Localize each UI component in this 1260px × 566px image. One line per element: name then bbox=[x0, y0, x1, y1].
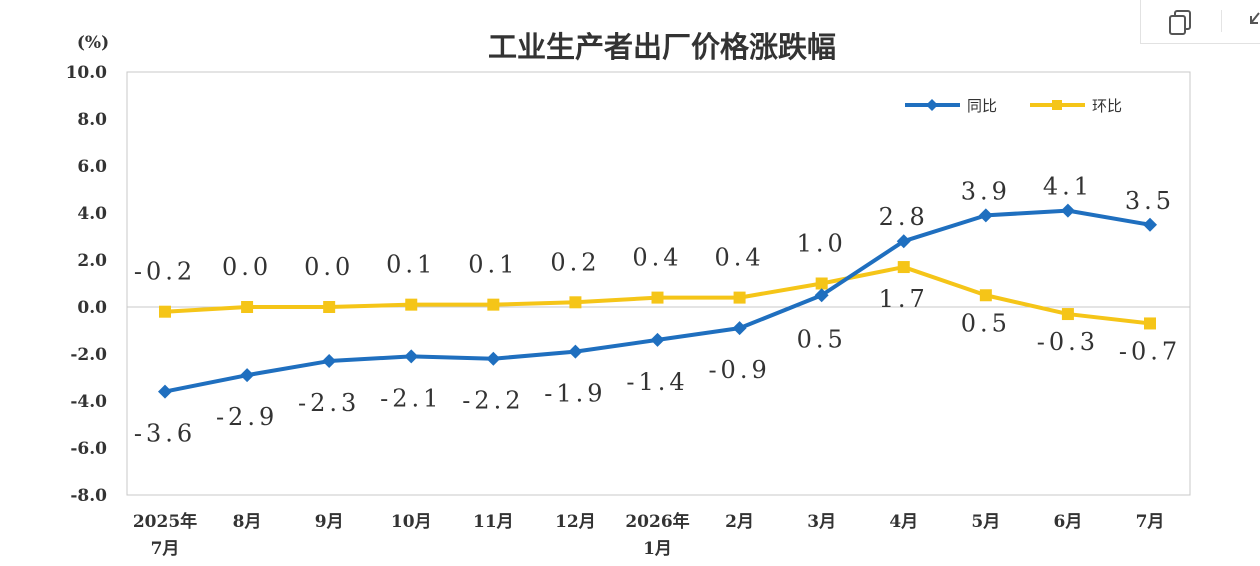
data-label-yoy: -1.9 bbox=[544, 380, 606, 408]
data-label-yoy: -1.4 bbox=[626, 368, 688, 396]
data-label-mom: -0.3 bbox=[1037, 328, 1099, 356]
y-tick-label: -4.0 bbox=[70, 392, 107, 412]
data-label-mom: 0.0 bbox=[304, 253, 354, 281]
data-point bbox=[1060, 203, 1075, 218]
data-label-mom: 0.5 bbox=[961, 309, 1011, 337]
data-point bbox=[896, 234, 911, 249]
x-tick-label: 3月 bbox=[807, 512, 836, 532]
data-label-yoy: -2.3 bbox=[298, 389, 360, 417]
y-tick-label: 0.0 bbox=[77, 298, 107, 318]
y-tick-label: 2.0 bbox=[77, 251, 107, 271]
data-label-yoy: 3.5 bbox=[1125, 187, 1175, 215]
chart-title: 工业生产者出厂价格涨跌幅 bbox=[488, 30, 836, 64]
x-tick-label: 8月 bbox=[233, 512, 262, 532]
data-label-yoy: -2.1 bbox=[380, 384, 442, 412]
data-point bbox=[1061, 308, 1074, 321]
y-tick-label: 4.0 bbox=[77, 204, 107, 224]
data-point bbox=[159, 305, 171, 318]
y-axis-ticks: 10.0 8.0 6.0 4.0 2.0 0.0 -2.0 -4.0 -6.0 -8.0 bbox=[66, 63, 108, 506]
y-tick-label: -6.0 bbox=[70, 439, 107, 459]
data-point bbox=[897, 261, 910, 274]
y-tick-label: 8.0 bbox=[77, 110, 107, 130]
data-label-yoy: 2.8 bbox=[879, 203, 929, 231]
data-label-yoy: 3.9 bbox=[961, 177, 1011, 205]
legend-marker bbox=[1052, 100, 1062, 110]
x-tick-label: 2026年 bbox=[625, 511, 689, 532]
y-tick-label: -8.0 bbox=[70, 486, 107, 506]
x-tick-label: 4月 bbox=[889, 512, 918, 532]
x-tick-label: 10月 bbox=[391, 512, 432, 532]
x-tick-label: 2月 bbox=[725, 512, 754, 532]
data-label-mom: 0.1 bbox=[386, 251, 436, 279]
data-label-mom: 1.0 bbox=[797, 230, 847, 258]
data-label-mom: -0.7 bbox=[1119, 337, 1181, 365]
legend: 同比 环比 bbox=[905, 97, 1122, 115]
data-point bbox=[733, 291, 746, 304]
data-point bbox=[979, 289, 992, 302]
x-tick-label: 12月 bbox=[555, 512, 596, 532]
data-point bbox=[1143, 217, 1157, 232]
data-label-mom: -0.2 bbox=[134, 258, 196, 286]
data-point bbox=[323, 301, 336, 313]
data-label-mom: 0.2 bbox=[550, 248, 600, 276]
data-point bbox=[815, 277, 828, 290]
data-label-mom: 0.1 bbox=[468, 251, 518, 279]
collapse-icon[interactable] bbox=[1247, 9, 1260, 37]
data-point bbox=[158, 384, 172, 399]
data-point bbox=[569, 296, 582, 309]
x-tick-label: 1月 bbox=[643, 539, 672, 559]
data-point bbox=[322, 354, 337, 369]
data-label-yoy: 0.5 bbox=[797, 325, 847, 353]
x-tick-label: 9月 bbox=[315, 512, 344, 532]
data-point bbox=[240, 368, 255, 383]
x-tick-label: 11月 bbox=[473, 512, 514, 532]
y-tick-label: 10.0 bbox=[66, 63, 108, 83]
data-point bbox=[487, 298, 500, 311]
legend-label: 环比 bbox=[1092, 97, 1122, 115]
data-label-mom: 0.4 bbox=[714, 244, 764, 272]
y-axis-unit-label: (%) bbox=[77, 33, 109, 53]
toolbar-divider bbox=[1221, 10, 1222, 32]
data-point bbox=[650, 332, 665, 347]
data-label-yoy: 4.1 bbox=[1043, 173, 1093, 201]
data-label-mom: 0.0 bbox=[222, 253, 272, 281]
data-label-yoy: -3.6 bbox=[134, 420, 196, 448]
x-tick-label: 5月 bbox=[971, 512, 1000, 532]
data-label-mom: 0.4 bbox=[632, 244, 682, 272]
data-point bbox=[978, 208, 993, 223]
data-label-yoy: -2.2 bbox=[462, 387, 524, 415]
y-tick-label: -2.0 bbox=[70, 345, 107, 365]
data-point bbox=[241, 301, 254, 313]
data-point bbox=[404, 349, 419, 364]
data-point bbox=[486, 351, 501, 366]
x-tick-label: 7月 bbox=[1136, 512, 1165, 532]
data-label-yoy: -2.9 bbox=[216, 403, 278, 431]
plot-area-frame bbox=[126, 71, 1191, 496]
data-point bbox=[568, 344, 583, 359]
y-tick-label: 6.0 bbox=[77, 157, 107, 177]
data-label-yoy: -0.9 bbox=[708, 356, 770, 384]
data-point bbox=[651, 291, 664, 304]
legend-marker bbox=[926, 99, 938, 111]
data-point bbox=[732, 321, 747, 336]
x-tick-label: 2025年 bbox=[133, 511, 197, 532]
data-point bbox=[1144, 317, 1156, 330]
data-point bbox=[405, 298, 418, 311]
series-layer: -3.6 -2.9 -2.3 -2.1 -2.2 -1.9 -1.4 -0.9 0.5 2.8 3.… bbox=[134, 173, 1181, 448]
x-axis-ticks: 2025年 7月 8月 9月 10月 11月 12月 2026年 1月 2月 3月 4月 5月 6月 7月 bbox=[133, 511, 1165, 559]
data-point bbox=[814, 288, 829, 303]
corner-toolbar bbox=[1140, 0, 1260, 44]
data-label-mom: 1.7 bbox=[879, 285, 929, 313]
x-tick-label: 7月 bbox=[151, 539, 180, 559]
legend-label: 同比 bbox=[967, 97, 997, 115]
copy-icon[interactable] bbox=[1167, 8, 1195, 42]
x-tick-label: 6月 bbox=[1053, 512, 1082, 532]
